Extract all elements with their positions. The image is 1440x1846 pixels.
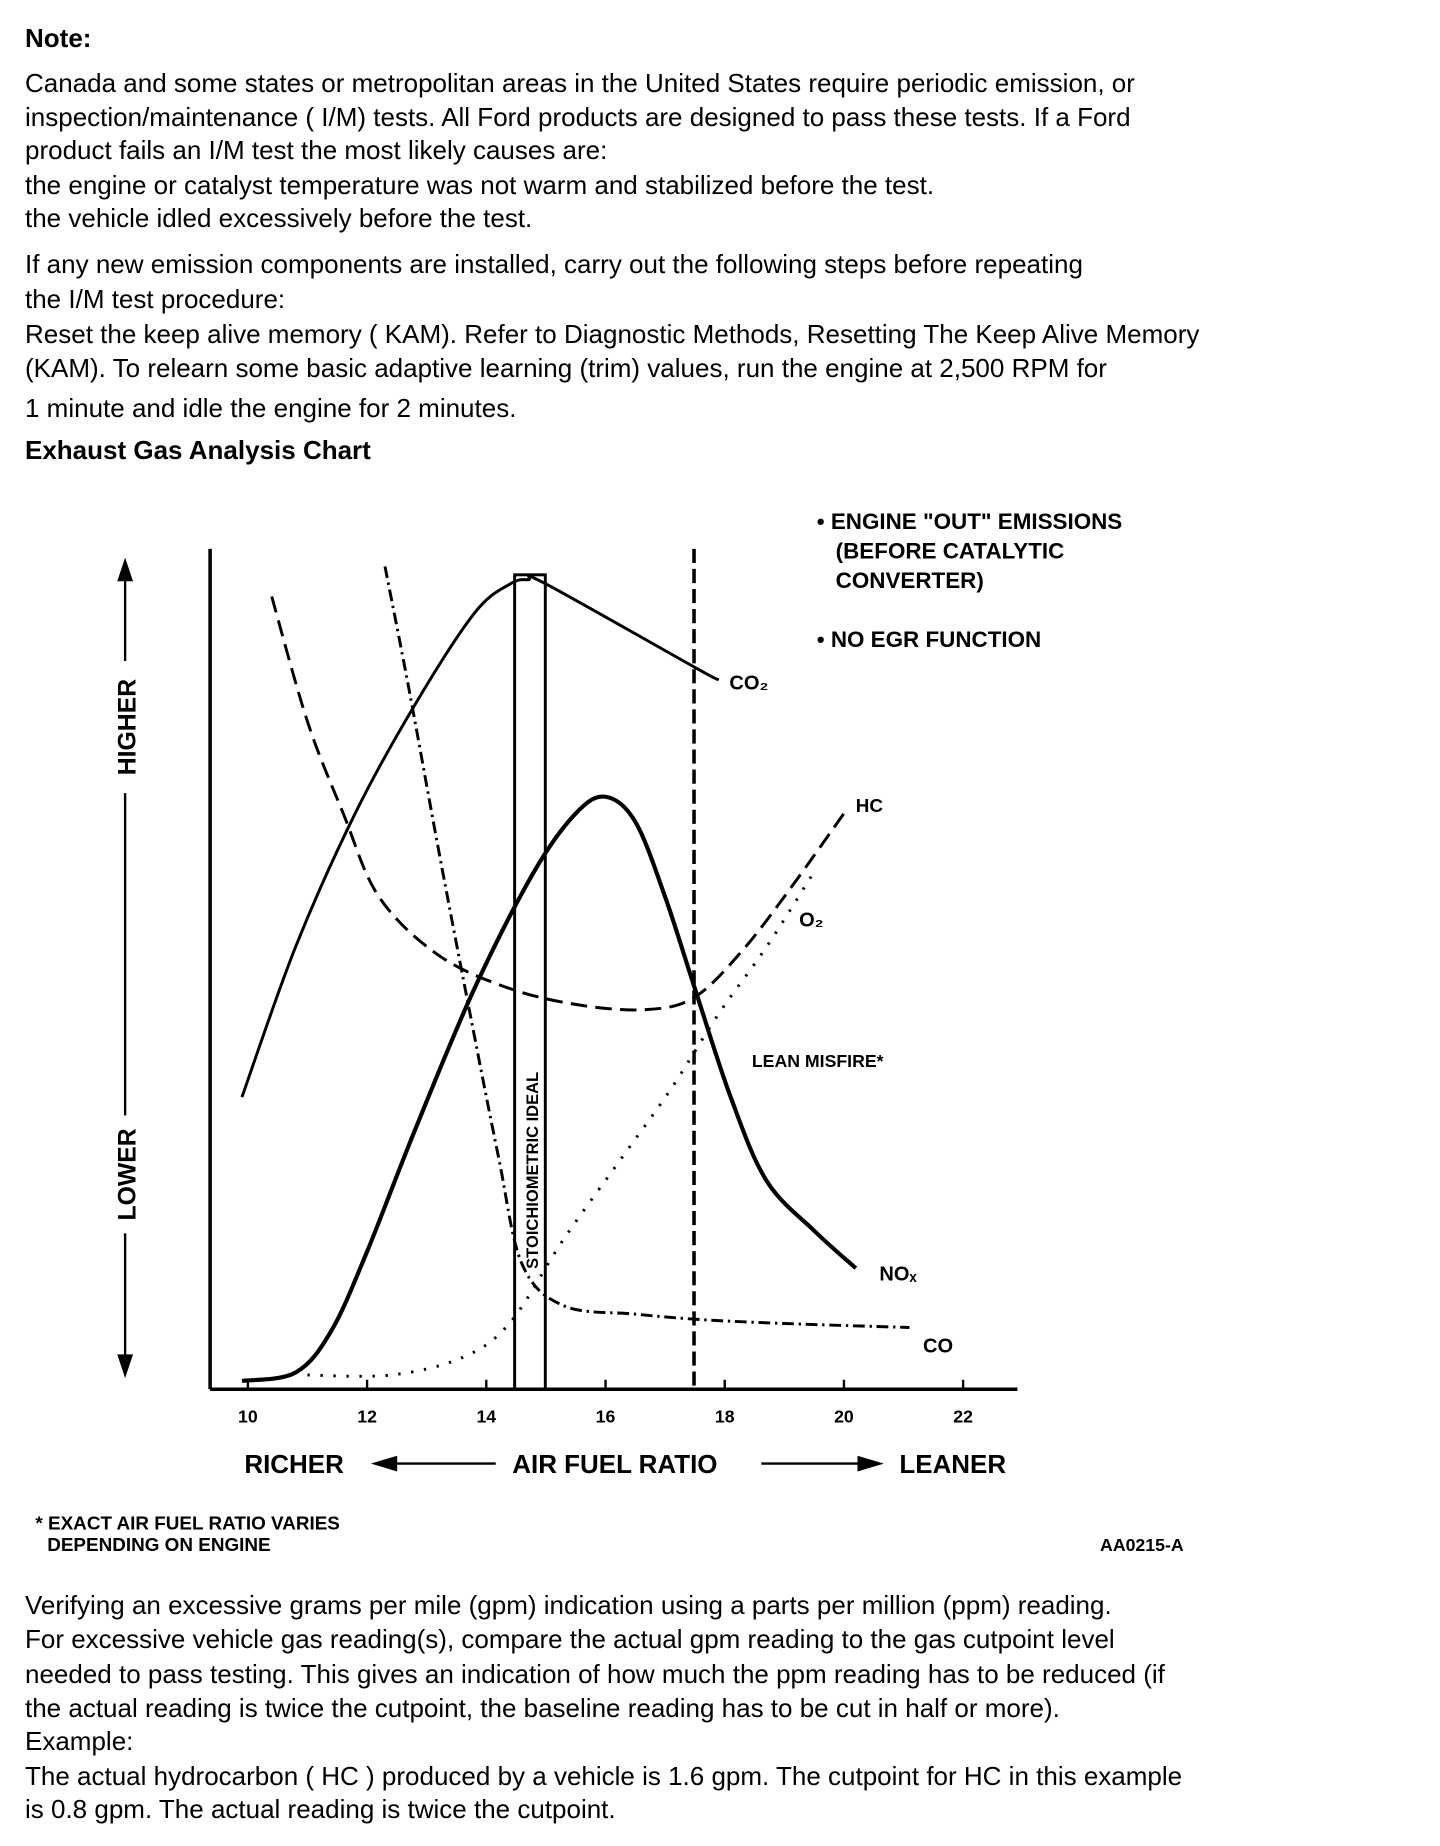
arrow-right-icon: [857, 1455, 884, 1472]
note-line: CONVERTER): [836, 568, 984, 593]
para1-line: the vehicle idled excessively before the…: [25, 203, 533, 233]
series-label-o2: O₂: [799, 910, 824, 932]
x-tick-label: 12: [357, 1406, 377, 1426]
stoich-label: STOICHIOMETRIC IDEAL: [523, 1072, 542, 1269]
series-label-hc: HC: [856, 796, 884, 817]
para3-line: Verifying an excessive grams per mile (g…: [25, 1590, 1112, 1620]
footnote-line: * EXACT AIR FUEL RATIO VARIES: [35, 1514, 339, 1535]
x-tick-label: 10: [238, 1406, 258, 1426]
x-tick-label: 20: [834, 1406, 854, 1426]
x-tick-label: 16: [596, 1406, 616, 1426]
para3-line: For excessive vehicle gas reading(s), co…: [25, 1624, 1115, 1654]
arrow-down-icon: [117, 1354, 134, 1379]
x-label-right: LEANER: [899, 1449, 1006, 1479]
series-line: [270, 596, 846, 1012]
note-heading: Note:: [25, 23, 92, 53]
para3-line: needed to pass testing. This gives an in…: [25, 1659, 1165, 1689]
para2-line: the I/M test procedure:: [25, 284, 286, 314]
para2-line: (KAM). To relearn some basic adaptive le…: [25, 353, 1107, 383]
footnote-line: DEPENDING ON ENGINE: [47, 1535, 270, 1556]
para3-line: The actual hydrocarbon ( HC ) produced b…: [25, 1761, 1183, 1791]
para1-line: Canada and some states or metropolitan a…: [25, 68, 1135, 98]
para1-line: the engine or catalyst temperature was n…: [25, 170, 935, 200]
y-label-lower: LOWER: [115, 1128, 142, 1220]
x-label: AIR FUEL RATIO: [512, 1449, 717, 1479]
para1-line: product fails an I/M test the most likel…: [25, 135, 608, 165]
y-label-higher: HIGHER: [115, 679, 142, 775]
arrow-up-icon: [117, 557, 134, 582]
para3-line: the actual reading is twice the cutpoint…: [25, 1693, 1060, 1723]
para2-line: 1 minute and idle the engine for 2 minut…: [25, 393, 517, 423]
chart-heading: Exhaust Gas Analysis Chart: [25, 435, 371, 465]
note-line: • NO EGR FUNCTION: [817, 627, 1041, 652]
note-line: • ENGINE "OUT" EMISSIONS: [817, 509, 1123, 534]
x-tick-label: 18: [715, 1406, 735, 1426]
para3-line: is 0.8 gpm. The actual reading is twice …: [25, 1794, 616, 1824]
series-line: [241, 794, 858, 1383]
figure-id: AA0215-A: [1100, 1535, 1184, 1555]
series-label-nox: NOₓ: [879, 1264, 917, 1286]
series-label-co2: CO₂: [729, 672, 768, 694]
para1-line: inspection/maintenance ( I/M) tests. All…: [25, 102, 1131, 132]
series-line: [240, 574, 720, 1098]
series-line: [307, 871, 816, 1378]
arrow-left-icon: [370, 1455, 398, 1472]
lean-misfire-label: LEAN MISFIRE*: [752, 1051, 884, 1071]
x-label-left: RICHER: [244, 1449, 344, 1479]
para3-line: Example:: [25, 1726, 134, 1756]
series-line: [383, 566, 910, 1329]
para2-line: Reset the keep alive memory ( KAM). Refe…: [25, 319, 1200, 349]
x-tick-label: 14: [476, 1406, 496, 1426]
note-line: (BEFORE CATALYTIC: [836, 538, 1065, 563]
series-label-co: CO: [923, 1336, 953, 1358]
x-tick-label: 22: [953, 1406, 973, 1426]
para2-line: If any new emission components are insta…: [25, 249, 1083, 279]
